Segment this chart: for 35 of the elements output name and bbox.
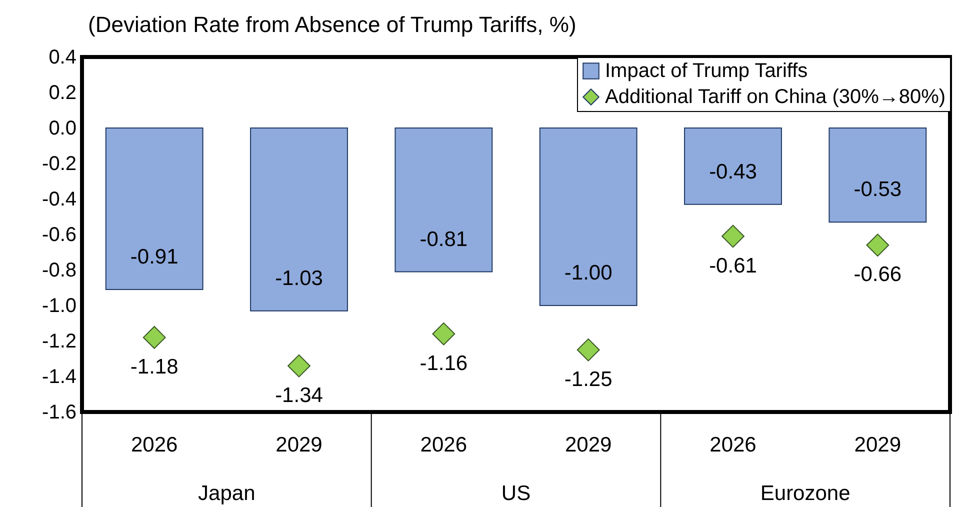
x-tick-label: 2029 (276, 434, 322, 456)
y-tick-label: -1.2 (42, 330, 76, 352)
y-tick-label: -1.6 (42, 402, 76, 424)
data-label: -1.25 (564, 368, 612, 391)
y-tick-label: -0.8 (42, 260, 76, 282)
data-label: -1.34 (275, 384, 324, 407)
y-tick-label: 0.4 (48, 46, 76, 68)
x-tick-label: 2026 (710, 434, 756, 456)
data-label: -0.91 (130, 246, 178, 269)
data-label: -0.66 (854, 263, 902, 286)
data-label: -0.43 (709, 160, 757, 184)
y-tick-label: -1.4 (42, 366, 76, 388)
y-tick-label: 0.2 (48, 82, 76, 104)
legend-label: Impact of Trump Tariffs (605, 60, 808, 82)
data-label: -0.61 (709, 254, 757, 278)
y-tick-label: -0.6 (42, 224, 76, 246)
text: Eurozone (760, 482, 850, 505)
x-tick-label: 2026 (130, 434, 178, 456)
data-label: -1.03 (275, 266, 323, 290)
data-label: -0.81 (420, 228, 468, 251)
data-label: -1.16 (420, 352, 468, 375)
data-label: -1.00 (564, 262, 612, 284)
y-tick-label: 0.0 (48, 118, 76, 140)
y-tick-label: -0.2 (42, 153, 76, 175)
legend-label: Additional Tariff on China (30%→80%) (605, 86, 946, 108)
text: US (501, 482, 531, 505)
chart-title: (Deviation Rate from Absence of Trump Tariffs, %) (88, 12, 576, 37)
text: Japan (198, 482, 256, 505)
y-tick-label: -0.4 (42, 188, 76, 210)
x-tick-label: 2026 (420, 434, 468, 456)
x-tick-label: 2029 (854, 434, 902, 456)
y-tick-label: -1.0 (42, 295, 76, 317)
data-label: -0.53 (854, 178, 902, 202)
x-tick-label: 2029 (564, 434, 612, 456)
data-label: -1.18 (130, 355, 178, 378)
